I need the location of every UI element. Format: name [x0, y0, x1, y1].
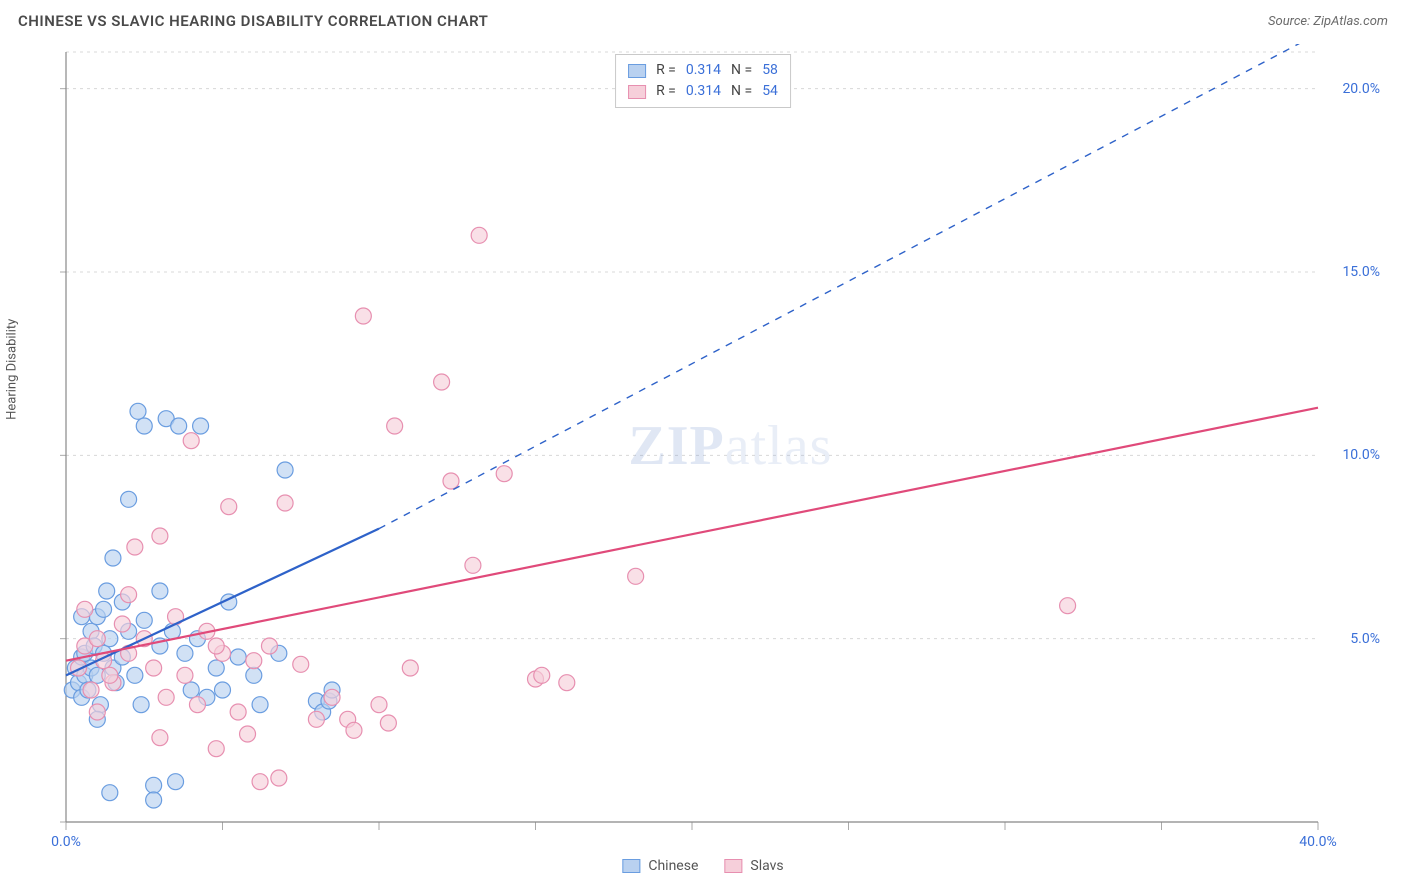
legend-row-slavs: R = 0.314 N = 54 [628, 81, 778, 102]
y-tick-label: 20.0% [1342, 81, 1380, 97]
legend-item-slavs: Slavs [724, 858, 783, 874]
y-tick-label: 10.0% [1342, 447, 1380, 463]
legend-swatch [724, 859, 742, 873]
chart-area: Hearing Disability ZIPatlas R = 0.314 N … [18, 44, 1388, 882]
y-tick-label: 5.0% [1350, 631, 1380, 647]
chart-header: CHINESE VS SLAVIC HEARING DISABILITY COR… [0, 0, 1406, 38]
chart-title: CHINESE VS SLAVIC HEARING DISABILITY COR… [18, 12, 488, 30]
scatter-chart [18, 44, 1388, 882]
legend-item-chinese: Chinese [622, 858, 698, 874]
y-tick-label: 15.0% [1342, 264, 1380, 280]
x-tick-label: 40.0% [1299, 834, 1337, 850]
y-axis-label: Hearing Disability [5, 319, 20, 420]
legend-row-chinese: R = 0.314 N = 58 [628, 60, 778, 81]
legend-stats: R = 0.314 N = 58 R = 0.314 N = 54 [615, 54, 791, 108]
legend-swatch [628, 85, 646, 99]
legend-swatch [628, 64, 646, 78]
chart-source: Source: ZipAtlas.com [1268, 14, 1388, 29]
x-tick-label: 0.0% [51, 834, 81, 850]
legend-series: Chinese Slavs [622, 858, 783, 874]
legend-swatch [622, 859, 640, 873]
